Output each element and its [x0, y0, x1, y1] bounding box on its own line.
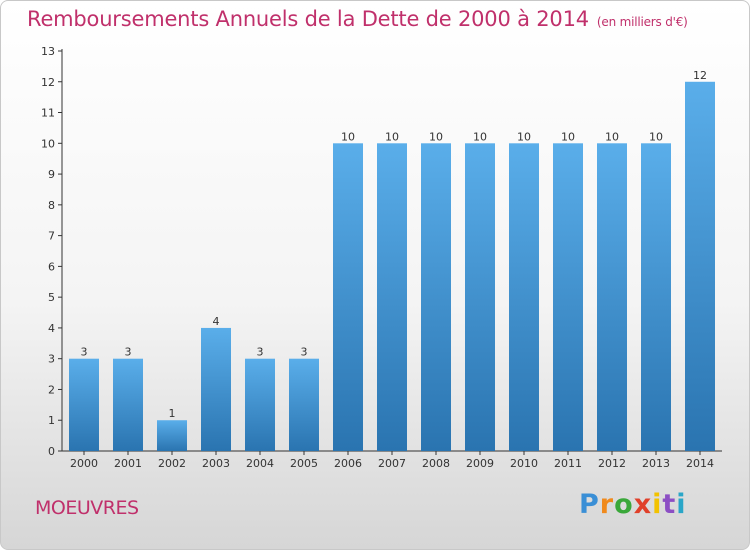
bar	[157, 420, 187, 451]
x-tick-label: 2011	[554, 457, 582, 470]
x-tick-label: 2006	[334, 457, 362, 470]
bar-value-label: 3	[81, 346, 88, 359]
y-tick-label: 5	[48, 291, 55, 304]
y-tick-label: 7	[48, 230, 55, 243]
chart-title-text: Remboursements Annuels de la Dette de 20…	[27, 7, 589, 31]
bar-value-label: 1	[169, 407, 176, 420]
bar-value-label: 3	[301, 346, 308, 359]
x-tick-label: 2003	[202, 457, 230, 470]
bar	[509, 143, 539, 452]
bar	[465, 143, 495, 452]
y-tick-label: 1	[48, 414, 55, 427]
chart-subtitle: (en milliers d'€)	[596, 15, 688, 29]
y-tick-label: 13	[41, 45, 55, 58]
bar	[201, 327, 231, 451]
bar-value-label: 10	[429, 130, 443, 143]
x-tick-label: 2014	[686, 457, 714, 470]
bar-value-label: 10	[341, 130, 355, 143]
x-tick-label: 2007	[378, 457, 406, 470]
bar	[553, 143, 583, 452]
bar-value-label: 10	[517, 130, 531, 143]
bar	[421, 143, 451, 452]
bar-value-label: 3	[257, 346, 264, 359]
bar-value-label: 10	[605, 130, 619, 143]
bar	[641, 143, 671, 452]
bar	[333, 143, 363, 452]
y-tick-label: 12	[41, 76, 55, 89]
bar	[685, 81, 715, 452]
bar	[69, 358, 99, 451]
bar	[377, 143, 407, 452]
y-tick-label: 3	[48, 353, 55, 366]
x-tick-label: 2012	[598, 457, 626, 470]
bar-value-label: 10	[649, 130, 663, 143]
y-tick-label: 10	[41, 137, 55, 150]
y-tick-label: 9	[48, 168, 55, 181]
y-tick-label: 8	[48, 199, 55, 212]
y-tick-label: 2	[48, 383, 55, 396]
chart-title: Remboursements Annuels de la Dette de 20…	[27, 7, 688, 31]
bar	[597, 143, 627, 452]
x-tick-label: 2002	[158, 457, 186, 470]
y-tick-label: 0	[48, 445, 55, 458]
x-tick-label: 2004	[246, 457, 274, 470]
bar-value-label: 4	[213, 315, 220, 328]
city-name: MOEUVRES	[35, 497, 139, 519]
y-tick-label: 6	[48, 260, 55, 273]
bar	[113, 358, 143, 451]
y-tick-label: 11	[41, 107, 55, 120]
proxiti-logo: Proxiti	[579, 489, 687, 520]
x-tick-label: 2009	[466, 457, 494, 470]
bar-value-label: 10	[385, 130, 399, 143]
bar-value-label: 12	[693, 69, 707, 82]
x-tick-label: 2010	[510, 457, 538, 470]
bar-value-label: 3	[125, 346, 132, 359]
x-tick-label: 2005	[290, 457, 318, 470]
x-tick-label: 2000	[70, 457, 98, 470]
bar-value-label: 10	[473, 130, 487, 143]
x-tick-label: 2001	[114, 457, 142, 470]
bar	[245, 358, 275, 451]
x-tick-label: 2013	[642, 457, 670, 470]
bar	[289, 358, 319, 451]
bar-value-label: 10	[561, 130, 575, 143]
x-tick-label: 2008	[422, 457, 450, 470]
y-tick-label: 4	[48, 322, 55, 335]
